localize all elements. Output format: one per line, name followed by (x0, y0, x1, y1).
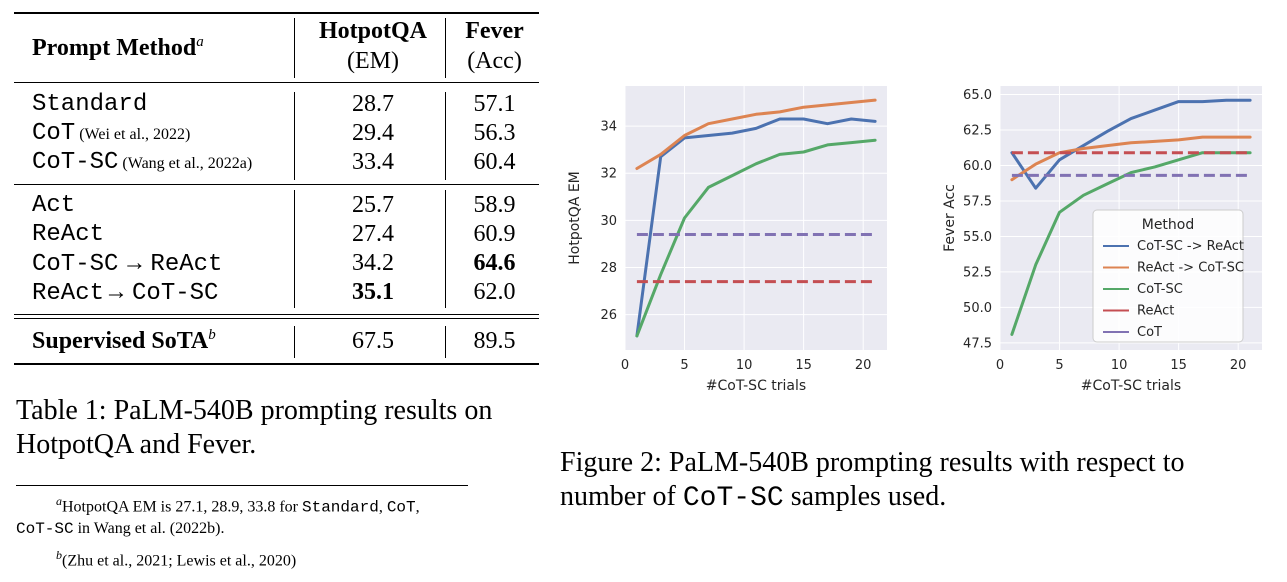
header-fever-unit: (Acc) (467, 48, 522, 74)
x-tick-label: 20 (855, 358, 872, 373)
legend-box (1092, 209, 1244, 343)
table-caption: Table 1: PaLM-540B prompting results on … (16, 395, 493, 460)
x-tick-label: 0 (621, 358, 629, 373)
legend-label: ReAct (1137, 304, 1174, 319)
series-line-cot-sc-react (635, 117, 877, 338)
header-hotpot-unit: (EM) (347, 48, 399, 74)
row-method: ReAct→ CoT-SC (32, 279, 219, 307)
row-hotpot: 33.4 (352, 149, 394, 175)
table-top-rule (14, 12, 539, 14)
row-fever: 60.4 (473, 149, 516, 175)
col-separator (294, 92, 295, 180)
footnote-rule (16, 485, 468, 486)
header-rule (14, 82, 539, 83)
row-hotpot: 27.4 (352, 221, 394, 247)
header-hotpot: HotpotQA (319, 18, 427, 44)
row-method: CoT-SC → ReAct (32, 250, 223, 278)
series-line-cot-sc (635, 138, 877, 338)
row-method: CoT-SC (Wang et al., 2022a) (32, 149, 253, 176)
row-method: Act (32, 192, 76, 219)
row-hotpot-best: 35.1 (352, 279, 394, 305)
row-fever: 60.9 (473, 221, 516, 247)
y-tick-label: 62.5 (963, 124, 992, 139)
y-tick-label: 57.5 (963, 194, 992, 209)
col-separator (445, 92, 446, 180)
x-tick-label: 15 (795, 358, 812, 373)
y-tick-label: 28 (600, 261, 617, 276)
y-tick-label: 50.0 (963, 301, 992, 316)
row-hotpot: 28.7 (352, 91, 394, 117)
x-tick-label: 15 (1170, 358, 1187, 373)
row-fever: 56.3 (473, 120, 516, 146)
col-separator (445, 190, 446, 308)
row-method: Standard (32, 91, 148, 118)
row-method: ReAct (32, 221, 105, 248)
row-method: CoT (Wei et al., 2022) (32, 120, 191, 147)
y-tick-label: 52.5 (963, 265, 992, 280)
sota-method: Supervised SoTAb (32, 327, 216, 354)
y-tick-label: 34 (600, 120, 617, 135)
y-axis-label: Fever Acc (942, 184, 958, 252)
sota-fever: 89.5 (473, 328, 516, 354)
series-line-react-cot-sc (1010, 135, 1252, 182)
y-tick-label: 47.5 (963, 336, 992, 351)
double-rule-bottom (14, 318, 539, 319)
header-fever: Fever (465, 18, 524, 44)
series-line-react-cot-sc (635, 98, 877, 170)
y-tick-label: 65.0 (963, 88, 992, 103)
hotpotqa-chart: 0 5 10 15 20 26 28 30 32 34 #CoT-SC trials Hotpot… (567, 86, 887, 394)
legend-label: CoT-SC -> ReAct (1137, 239, 1244, 254)
col-separator (294, 18, 295, 78)
footnote-a: aHotpotQA EM is 27.1, 28.9, 33.8 for Sta… (16, 494, 420, 539)
legend-title: Method (1142, 217, 1195, 233)
y-tick-label: 26 (600, 308, 617, 323)
fever-chart: 0 5 10 15 20 47.5 50.0 52.5 55.0 57.5 60.0 62.5 65.0… (942, 86, 1262, 394)
row-fever: 62.0 (473, 279, 516, 305)
row-fever-best: 64.6 (473, 250, 516, 276)
group-rule (14, 184, 539, 185)
legend: Method CoT-SC -> ReAct ReAct -> CoT-SC CoT-… (1092, 209, 1244, 343)
y-tick-label: 55.0 (963, 230, 992, 245)
row-fever: 58.9 (473, 192, 516, 218)
col-separator (445, 326, 446, 358)
series-line-cot-sc-react (1010, 98, 1252, 190)
y-axis-label: HotpotQA EM (567, 171, 583, 265)
legend-label: CoT (1137, 325, 1162, 340)
x-tick-label: 10 (736, 358, 753, 373)
row-hotpot: 34.2 (352, 250, 394, 276)
x-tick-label: 5 (1055, 358, 1063, 373)
sota-hotpot: 67.5 (352, 328, 394, 354)
x-axis-label: #CoT-SC trials (706, 378, 806, 394)
row-hotpot: 25.7 (352, 192, 394, 218)
double-rule-top (14, 314, 539, 315)
x-tick-label: 20 (1230, 358, 1247, 373)
legend-label: CoT-SC (1137, 282, 1183, 297)
col-separator (294, 190, 295, 308)
row-fever: 57.1 (473, 91, 516, 117)
footnote-b: b(Zhu et al., 2021; Lewis et al., 2020) (56, 548, 297, 570)
y-tick-label: 60.0 (963, 159, 992, 174)
legend-label: ReAct -> CoT-SC (1137, 261, 1244, 276)
header-method: Prompt Methoda (32, 34, 204, 61)
row-hotpot: 29.4 (352, 120, 394, 146)
x-tick-label: 5 (680, 358, 688, 373)
x-tick-label: 0 (996, 358, 1004, 373)
y-tick-label: 32 (600, 167, 617, 182)
col-separator (294, 326, 295, 358)
x-tick-label: 10 (1111, 358, 1128, 373)
results-table: Prompt Methoda HotpotQA (EM) Fever (Acc)… (14, 12, 539, 366)
y-tick-label: 30 (600, 214, 617, 229)
col-separator (445, 18, 446, 78)
table-bottom-rule (14, 363, 539, 365)
x-axis-label: #CoT-SC trials (1081, 378, 1181, 394)
figure-caption: Figure 2: PaLM-540B prompting results wi… (560, 447, 1185, 514)
plot-area (625, 86, 887, 350)
